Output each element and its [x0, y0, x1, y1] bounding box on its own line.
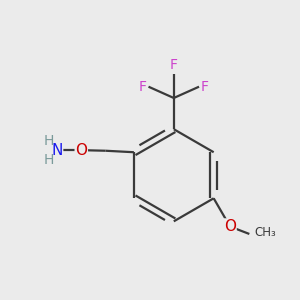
- Text: O: O: [75, 142, 87, 158]
- Text: F: F: [139, 80, 147, 94]
- Text: CH₃: CH₃: [255, 226, 276, 239]
- Text: H: H: [44, 153, 54, 167]
- Text: F: F: [170, 58, 178, 72]
- Text: H: H: [44, 134, 54, 148]
- Text: N: N: [51, 142, 63, 158]
- Text: O: O: [224, 219, 236, 234]
- Text: F: F: [200, 80, 208, 94]
